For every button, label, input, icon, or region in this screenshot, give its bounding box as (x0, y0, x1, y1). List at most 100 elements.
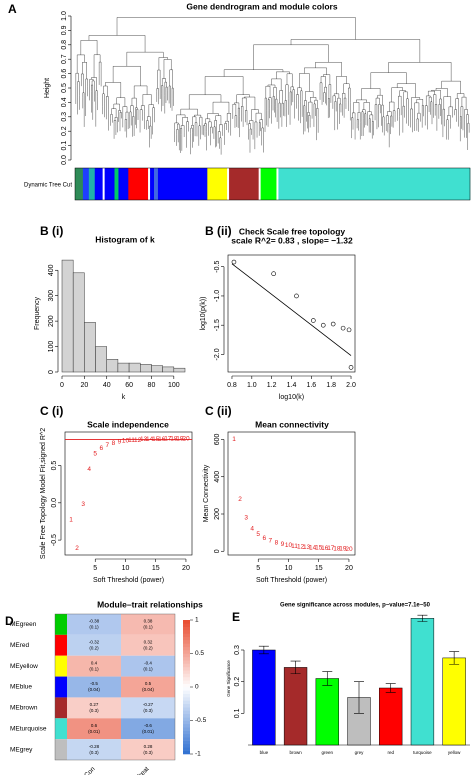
heatmap-cell (121, 655, 175, 677)
module-color (102, 168, 105, 200)
colorbar-step (183, 733, 190, 738)
cell-value: 0.32 (144, 639, 153, 644)
x-tick-label: green (322, 750, 334, 755)
y-tick-label: 0.2 (234, 677, 241, 687)
bar (252, 649, 276, 746)
cell-value: -0.27 (143, 702, 154, 707)
histogram-bar (117, 362, 130, 373)
point-label: 15 (315, 545, 323, 552)
heatmap-cell (67, 634, 121, 656)
row-label: MEbrown (10, 705, 38, 712)
cell-pvalue: (0.3) (143, 750, 153, 755)
chart-title: Mean connectivity (255, 419, 329, 429)
y-tick-label: 0.5 (51, 461, 58, 471)
point-label: 14 (309, 544, 317, 551)
point-label: 3 (81, 501, 85, 508)
colorbar-step (183, 710, 190, 715)
x-tick-label: 10 (122, 565, 130, 572)
colorbar-step (183, 646, 190, 651)
heatmap-cell (121, 614, 175, 635)
x-tick-label: 0.8 (227, 382, 237, 389)
x-tick-label: 0 (60, 382, 64, 389)
x-tick-label: 1.0 (247, 382, 257, 389)
cell-value: 0.38 (144, 619, 153, 624)
panel-label: E (232, 610, 240, 624)
row-color (55, 634, 67, 656)
cell-pvalue: (0.1) (143, 625, 153, 630)
colorbar-step (183, 720, 190, 725)
point-label: 7 (106, 442, 110, 449)
y-tick-label: 200 (48, 315, 55, 327)
point-label: 2 (238, 496, 242, 503)
module-color (114, 168, 119, 200)
point-label: 6 (99, 445, 103, 452)
error-bar (258, 645, 269, 655)
colorbar-step (183, 670, 190, 674)
panel-label: C (ii) (205, 404, 232, 418)
colorbar-step (183, 663, 190, 668)
y-tick-label: -1.0 (214, 290, 221, 302)
module-color (207, 168, 228, 200)
cell-pvalue: (0.2) (143, 645, 153, 650)
colorbar-step (183, 630, 190, 634)
cell-value: -0.38 (89, 619, 100, 624)
heatmap-cell (67, 739, 121, 760)
point-label: 4 (87, 466, 91, 473)
y-tick-label: 0 (48, 370, 55, 374)
x-tick-label: red (387, 750, 394, 755)
point-label: 6 (262, 535, 266, 542)
x-axis-label: k (122, 394, 126, 401)
x-tick-label: 20 (345, 565, 353, 572)
cell-value: 0.28 (144, 744, 153, 749)
x-tick-label: 20 (182, 565, 190, 572)
colorbar-step (183, 653, 190, 658)
module-color (94, 168, 103, 200)
colorbar-tick-label: -0.5 (195, 717, 207, 724)
cell-pvalue: (0.3) (143, 708, 153, 713)
point-label: 12 (297, 543, 305, 550)
colorbar-step (183, 737, 190, 741)
point (348, 365, 354, 370)
chart-title: Check Scale free topology (239, 226, 346, 236)
module-color (75, 168, 84, 200)
point (294, 293, 299, 299)
cell-pvalue: (0.1) (143, 666, 153, 671)
row-label: MEturquoise (10, 725, 47, 732)
dendrogram (75, 17, 470, 155)
chart-title: Module–trait relationships (97, 599, 203, 609)
panel-label: B (ii) (205, 224, 232, 238)
heatmap-cell (121, 739, 175, 760)
x-tick-label: 5 (93, 565, 97, 572)
point-label: 16 (158, 436, 166, 443)
module-color (278, 168, 471, 200)
row-color (55, 614, 67, 635)
module-color (154, 168, 159, 200)
point-label: 17 (164, 435, 172, 442)
row-label: MEblue (10, 684, 32, 691)
row-label: MEgrey (10, 746, 33, 753)
cell-pvalue: (0.3) (89, 750, 99, 755)
point-label: 12 (134, 437, 142, 444)
y-axis-label: Scale Free Topology Model Fit,signed R^2 (40, 428, 47, 559)
row-color (55, 718, 67, 740)
x-tick-label: 100 (168, 382, 180, 389)
y-tick-label: -0.5 (51, 534, 58, 546)
error-bar (385, 683, 396, 693)
point-label: 4 (250, 526, 254, 533)
histogram-bar (84, 322, 96, 373)
colorbar-tick-label: 0.5 (195, 650, 204, 657)
x-tick-label: 60 (125, 382, 133, 389)
plot-frame (227, 431, 356, 556)
point (330, 321, 336, 327)
point (271, 271, 276, 277)
colorbar-step (183, 690, 190, 694)
module-color (227, 168, 230, 200)
histogram-bar (72, 272, 85, 373)
colorbar-step (183, 660, 190, 664)
y-axis-label: Frequency (34, 296, 41, 330)
cell-pvalue: (0.01) (142, 729, 154, 734)
heatmap-cell (121, 697, 175, 719)
point-label: 3 (244, 514, 248, 521)
y-tick-label: 0.4 (61, 97, 68, 107)
